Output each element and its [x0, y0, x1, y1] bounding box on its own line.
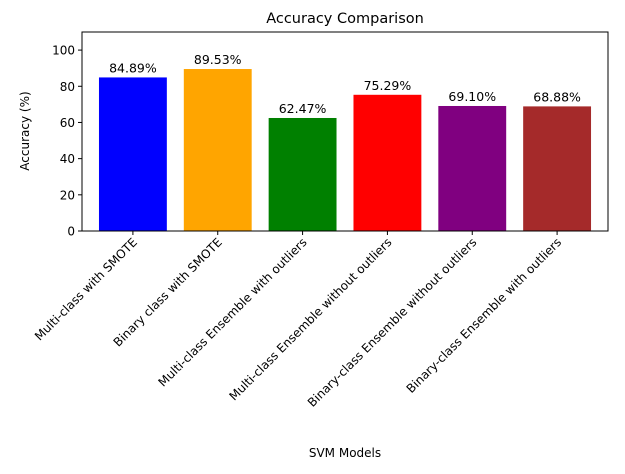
y-tick-label-80: 80	[60, 80, 75, 94]
y-tick-label-0: 0	[67, 225, 75, 239]
plot-area: 84.89% 89.53% 62.47% 75.29% 69.10% 68.88% 0 20 4…	[32, 31, 609, 410]
bar-4	[353, 94, 422, 231]
y-axis-label: Accuracy (%)	[18, 91, 32, 170]
bar-value-label-1: 84.89%	[109, 60, 157, 75]
x-tick-label-5: Binary-class Ensemble without outliers	[305, 235, 479, 409]
bar-5	[438, 105, 507, 231]
bar-2	[183, 69, 252, 231]
bar-6	[523, 106, 592, 231]
plot-frame	[81, 31, 609, 232]
x-tick-label-3: Multi-class Ensemble with outliers	[155, 235, 309, 389]
bar-1	[98, 77, 167, 232]
y-tick-label-60: 60	[60, 116, 75, 130]
y-tick-label-40: 40	[60, 152, 75, 166]
bar-value-label-6: 68.88%	[533, 89, 581, 104]
y-tick-label-20: 20	[60, 188, 75, 202]
x-axis-label: SVM Models	[309, 446, 381, 460]
bar-value-label-2: 89.53%	[194, 52, 242, 67]
bar-value-label-5: 69.10%	[448, 89, 496, 104]
x-tick-label-6: Binary-class Ensemble with outliers	[404, 235, 565, 396]
bar-value-label-3: 62.47%	[279, 101, 327, 116]
bar-3	[268, 117, 337, 231]
x-tick-label-4: Multi-class Ensemble without outliers	[226, 235, 394, 403]
bar-value-label-4: 75.29%	[364, 78, 412, 93]
chart-title: Accuracy Comparison	[266, 11, 424, 27]
y-tick-label-100: 100	[52, 44, 75, 58]
